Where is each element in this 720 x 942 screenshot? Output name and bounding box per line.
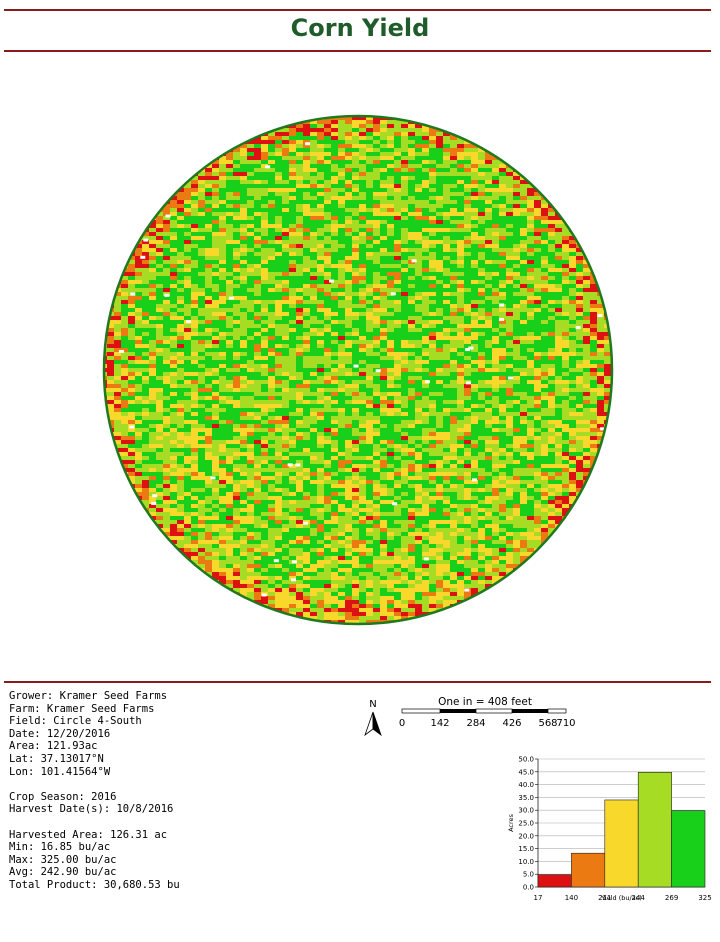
y-tick-label: 25.0	[518, 820, 534, 828]
grower-text: Grower: Kramer Seed Farms	[9, 690, 168, 702]
y-tick-label: 10.0	[518, 858, 534, 866]
min-yield-text: Min: 16.85 bu/ac	[9, 841, 111, 854]
y-tick-label: 0.0	[523, 884, 534, 892]
crop-season-text: Crop Season: 2016	[9, 790, 117, 803]
title-underline	[4, 50, 711, 52]
y-tick-label: 45.0	[518, 768, 534, 776]
scale-tick-label: 0	[399, 718, 405, 729]
y-tick-label: 5.0	[523, 871, 534, 879]
scale-tick-label: 284	[466, 718, 485, 729]
north-label: N	[369, 699, 376, 710]
x-tick-label: 211	[598, 894, 611, 902]
lon-text: Lon: 101.41564°W	[9, 765, 111, 778]
y-tick-label: 35.0	[518, 794, 534, 802]
x-tick-label: 140	[565, 894, 578, 902]
harvested-area-text: Harvested Area: 126.31 ac	[9, 828, 168, 841]
x-axis-label: Yield (bu/ac)	[600, 894, 642, 902]
y-axis-label: Acres	[507, 813, 515, 831]
histogram-bar	[637, 772, 672, 888]
lat-text: Lat: 37.13017°N	[9, 752, 104, 765]
area-text: Area: 121.93ac	[9, 740, 98, 753]
scale-tick-label: 142	[430, 718, 449, 729]
x-tick-label: 244	[632, 894, 646, 902]
histogram-bar	[571, 852, 606, 888]
scale-tick-label: 710	[556, 718, 575, 729]
yield-map[interactable]	[100, 112, 616, 628]
max-yield-text: Max: 325.00 bu/ac	[9, 853, 117, 866]
north-arrow-icon	[364, 711, 382, 737]
top-rule	[4, 9, 711, 11]
scale-title: One in = 408 feet	[438, 696, 532, 708]
x-tick-label: 17	[534, 894, 543, 902]
field-boundary	[102, 114, 614, 626]
x-tick-label: 269	[665, 894, 678, 902]
y-tick-label: 30.0	[518, 807, 534, 815]
x-tick-label: 325	[698, 894, 711, 902]
farm-text: Farm: Kramer Seed Farms	[9, 702, 155, 715]
yield-cells	[104, 116, 612, 624]
harvest-dates-text: Harvest Date(s): 10/8/2016	[9, 803, 174, 816]
yield-histogram: 0.0 5.0 10.0 15.0 20.0 25.0 30.0 35.0 40.0 45.0 50…	[507, 756, 712, 903]
y-tick-label: 15.0	[518, 845, 534, 853]
bottom-rule	[4, 681, 711, 683]
y-tick-label: 20.0	[518, 832, 534, 840]
date-text: Date: 12/20/2016	[9, 727, 111, 740]
field-text: Field: Circle 4-South	[9, 715, 142, 728]
scale-tick-label: 426	[502, 718, 521, 729]
y-tick-label: 40.0	[518, 781, 534, 789]
scale-segments	[401, 708, 567, 714]
histogram-bar	[671, 810, 706, 888]
histogram-bar	[537, 874, 572, 888]
y-tick-label: 50.0	[518, 756, 534, 764]
histogram-bar	[604, 799, 639, 888]
avg-yield-text: Avg: 242.90 bu/ac	[9, 866, 117, 879]
total-product-text: Total Product: 30,680.53 bu	[9, 878, 180, 891]
map-title: Corn Yield	[290, 14, 430, 42]
scale-tick-label: 568	[538, 718, 557, 729]
field-info-panel: Grower: Kramer Seed Farms Farm: Kramer S…	[9, 690, 180, 892]
